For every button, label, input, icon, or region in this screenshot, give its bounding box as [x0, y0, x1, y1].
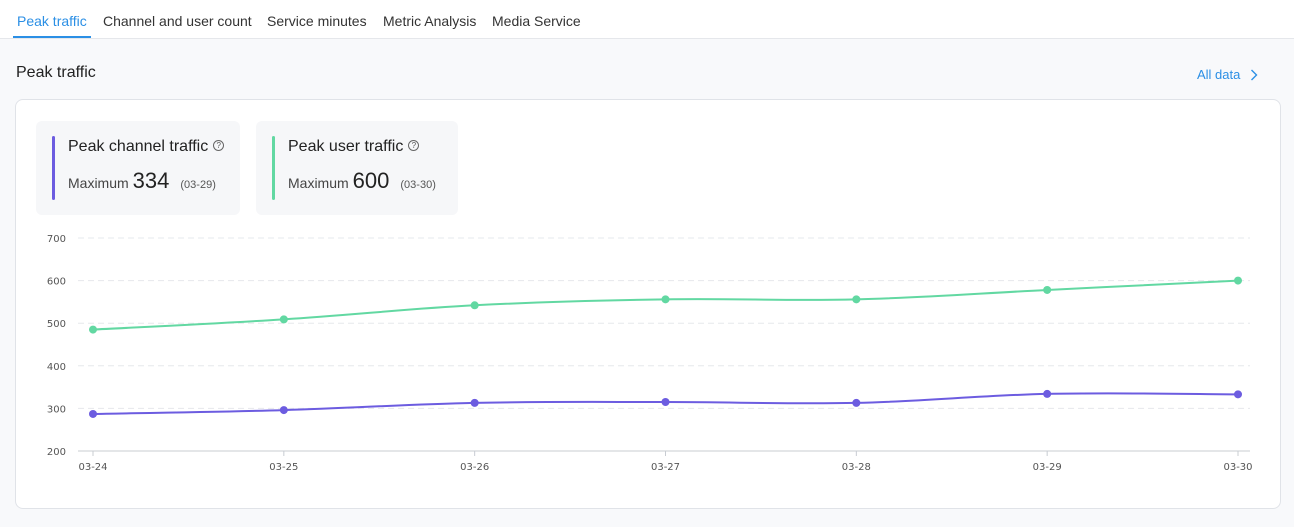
tab-media-service[interactable]: Media Service	[492, 13, 581, 29]
chevron-right-icon	[1251, 69, 1258, 80]
stat-max-date: (03-29)	[180, 179, 216, 191]
stat-max-date: (03-30)	[400, 179, 436, 191]
question-circle-icon[interactable]: ?	[213, 139, 225, 151]
data-point	[661, 398, 670, 407]
tab-peak-traffic[interactable]: Peak traffic	[17, 13, 87, 29]
tab-bar: Peak traffic Channel and user count Serv…	[0, 0, 1294, 39]
data-point	[470, 301, 479, 310]
tab-metric-analysis[interactable]: Metric Analysis	[383, 13, 477, 29]
data-point	[89, 325, 97, 334]
active-tab-indicator	[13, 36, 91, 38]
x-tick-label: 03-30	[1223, 462, 1252, 473]
stat-max-label: Maximum	[288, 175, 349, 191]
stat-max-label: Maximum	[68, 175, 129, 191]
data-point	[1234, 390, 1242, 399]
x-tick-label: 03-24	[78, 462, 107, 473]
data-point	[852, 295, 861, 304]
stat-max-value: 600	[352, 168, 390, 193]
x-tick-label: 03-25	[269, 462, 298, 473]
y-tick-label: 300	[47, 404, 66, 415]
data-point	[279, 406, 288, 415]
question-circle-icon[interactable]: ?	[408, 139, 420, 151]
data-point	[1043, 389, 1052, 398]
data-point	[1234, 276, 1242, 285]
x-tick-label: 03-27	[651, 462, 680, 473]
data-point	[1043, 285, 1052, 294]
stat-card-channel: Peak channel traffic ? Maximum 334 (03-2…	[36, 121, 240, 215]
stat-card-user: Peak user traffic ? Maximum 600 (03-30)	[256, 121, 458, 215]
stat-color-bar	[52, 136, 55, 200]
stat-color-bar	[272, 136, 275, 200]
y-tick-label: 500	[47, 319, 66, 330]
stat-label: Peak channel traffic	[68, 138, 209, 155]
y-tick-label: 400	[47, 362, 66, 373]
stat-max-value: 334	[132, 168, 170, 193]
series-line-0	[92, 279, 1239, 331]
x-tick-label: 03-28	[842, 462, 871, 473]
all-data-link[interactable]: All data	[1197, 67, 1258, 82]
x-tick-label: 03-29	[1033, 462, 1062, 473]
data-point	[852, 398, 861, 407]
tab-service-minutes[interactable]: Service minutes	[267, 13, 367, 29]
data-point	[470, 398, 479, 407]
stat-label: Peak user traffic	[288, 138, 404, 155]
data-point	[279, 315, 288, 324]
data-point	[661, 295, 670, 304]
x-tick-label: 03-26	[460, 462, 489, 473]
y-tick-label: 700	[47, 234, 66, 245]
y-tick-label: 200	[47, 447, 66, 458]
section-title: Peak traffic	[16, 64, 96, 81]
y-tick-label: 600	[47, 277, 66, 288]
data-point	[89, 409, 97, 418]
tab-channel-and-user-count[interactable]: Channel and user count	[103, 13, 252, 29]
all-data-label: All data	[1197, 67, 1241, 82]
